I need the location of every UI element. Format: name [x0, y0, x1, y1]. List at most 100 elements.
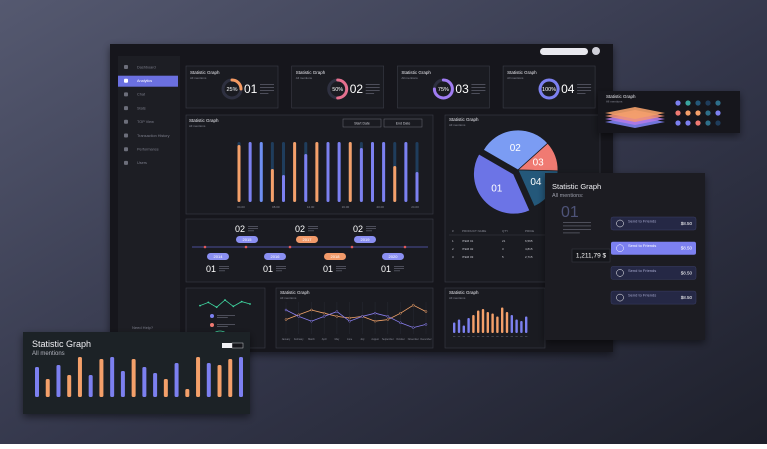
sidebar-icon — [124, 78, 128, 83]
text-placeholder — [394, 268, 404, 269]
date-button[interactable] — [383, 118, 423, 128]
bar — [217, 365, 222, 397]
table-header: QTY — [502, 229, 508, 233]
bar — [505, 312, 509, 333]
icon-dot — [705, 100, 711, 106]
toggle[interactable] — [231, 342, 244, 349]
x-label: October — [396, 338, 405, 341]
text-placeholder — [577, 84, 592, 85]
line-point — [399, 321, 402, 325]
table-cell: ITEM 02 — [462, 247, 474, 251]
timeline-number: 01 — [206, 264, 216, 274]
avatar[interactable] — [592, 47, 600, 55]
bar — [457, 319, 461, 333]
bar — [228, 359, 233, 397]
x-label: August — [371, 338, 379, 341]
x-label: 04.00 — [237, 205, 245, 209]
mini-point — [199, 304, 201, 307]
line-point — [386, 318, 390, 321]
text-placeholder — [276, 266, 286, 267]
sidebar-icon — [124, 147, 128, 152]
icon-dot — [715, 120, 721, 126]
search-box[interactable] — [540, 48, 588, 55]
list-label[interactable]: Send to Friends — [628, 243, 656, 248]
bar — [486, 312, 489, 333]
text-placeholder — [577, 90, 592, 91]
table-cell: 3 — [452, 255, 454, 259]
line-point — [335, 315, 339, 318]
date-button-label[interactable]: Start Date — [354, 121, 370, 125]
x-label-placeholder — [505, 336, 509, 337]
date-button-label[interactable]: End Date — [396, 121, 411, 125]
text-placeholder — [276, 270, 282, 272]
icon-dot — [685, 120, 691, 126]
toggle[interactable] — [222, 343, 232, 348]
donut-label: 50% — [332, 87, 343, 93]
line-point — [348, 316, 351, 320]
list-item[interactable] — [611, 241, 696, 255]
sidebar-item[interactable]: Stats — [137, 106, 146, 110]
sidebar-item[interactable]: TOP View — [137, 120, 154, 124]
bar — [206, 363, 211, 397]
year-label: 2014 — [214, 254, 224, 259]
year-label: 2018 — [331, 254, 341, 259]
bar — [510, 315, 513, 333]
icon-dot — [705, 110, 711, 116]
bar — [142, 367, 147, 397]
text-placeholder — [308, 230, 314, 232]
sidebar-item[interactable]: Chat — [137, 93, 146, 97]
bar — [120, 371, 125, 397]
help-link[interactable]: Need Help? — [132, 325, 154, 330]
sidebar-item[interactable]: Performance — [137, 148, 159, 152]
bar — [501, 307, 504, 333]
panel — [397, 65, 490, 109]
sidebar-item[interactable]: Analytics — [137, 79, 152, 83]
text-placeholder — [563, 225, 591, 227]
x-label-placeholder — [510, 336, 513, 337]
list-item[interactable] — [610, 266, 697, 280]
table-cell: 21 — [502, 239, 506, 243]
card-title: Statistic Graph — [190, 70, 220, 75]
text-placeholder — [365, 87, 380, 88]
list-value: $8.50 — [681, 221, 693, 226]
panel — [444, 287, 546, 349]
year-pill — [324, 253, 346, 260]
text-placeholder — [563, 222, 591, 223]
line-point — [284, 318, 288, 321]
list-label[interactable]: Send to Friends — [628, 293, 656, 298]
icon-dot — [705, 120, 711, 126]
x-label-placeholder — [481, 336, 485, 337]
text-placeholder — [563, 232, 580, 234]
bar — [185, 389, 190, 397]
list-icon — [616, 293, 624, 302]
card-subtitle: All mentions — [507, 76, 524, 80]
icon-dot — [675, 110, 681, 116]
text-placeholder — [219, 268, 229, 269]
list-item[interactable] — [610, 290, 697, 305]
bar — [237, 145, 241, 202]
bar — [45, 379, 50, 397]
list-value: $8.50 — [681, 270, 693, 275]
x-label: December — [420, 338, 431, 341]
x-label: February — [294, 338, 304, 341]
x-label: 12.00 — [307, 205, 315, 209]
timeline-number: 01 — [381, 264, 391, 274]
sidebar-item[interactable]: Dashboard — [137, 65, 156, 69]
table-cell: ITEM 03 — [462, 255, 474, 259]
sidebar-item[interactable]: Transaction History — [137, 134, 170, 138]
year-pill — [264, 253, 286, 260]
list-item[interactable] — [610, 216, 697, 231]
sidebar-item[interactable]: Users — [137, 161, 147, 165]
bar — [35, 367, 39, 397]
bar — [56, 365, 61, 397]
list-label[interactable]: Send to Friends — [628, 219, 656, 224]
chart-subtitle: All mentions — [189, 124, 206, 128]
list-label[interactable]: Send to Friends — [628, 268, 656, 273]
bar — [110, 357, 115, 397]
date-button[interactable] — [342, 118, 382, 128]
mini-point — [207, 301, 210, 304]
line-point — [322, 311, 326, 315]
list-value: $8.50 — [681, 295, 693, 300]
x-label: June — [347, 338, 353, 341]
year-pill — [296, 236, 318, 243]
